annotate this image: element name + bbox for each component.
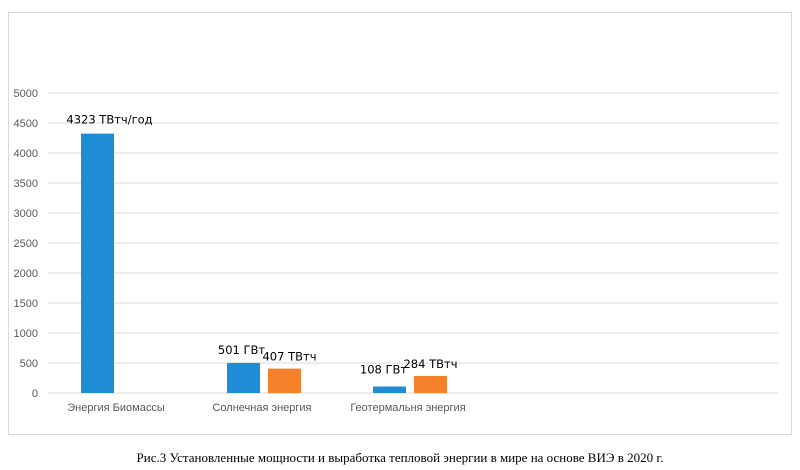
y-tick-label-0: 0	[32, 388, 38, 400]
figure-caption: Рис.3 Установленные мощности и выработка…	[136, 450, 664, 465]
data-label-s1-c1: 4323 ТВтч/год	[66, 113, 152, 127]
y-tick-label-4: 2000	[14, 268, 38, 280]
category-label-2: Солнечная энергия	[212, 402, 311, 414]
data-label-s2-c2: 407 ТВтч	[262, 350, 316, 364]
y-tick-label-2: 1000	[14, 328, 38, 340]
y-tick-label-8: 4000	[14, 148, 38, 160]
chart-frame	[8, 12, 792, 435]
y-tick-label-1: 500	[20, 358, 38, 370]
y-tick-label-3: 1500	[14, 298, 38, 310]
bar-s1-c1	[81, 133, 114, 393]
data-label-s2-c3: 284 ТВтч	[403, 357, 457, 371]
bar-s2-c2	[268, 368, 301, 393]
bar-chart: 0 500 1000 1500 2000 2500 3000 3500 4000 4500 5000…	[14, 88, 778, 414]
y-tick-label-6: 3000	[14, 208, 38, 220]
bar-s1-c2	[227, 362, 260, 393]
y-tick-label-9: 4500	[14, 118, 38, 130]
bar-s1-c3	[373, 386, 406, 393]
bar-s2-c3	[414, 375, 447, 393]
y-tick-label-7: 3500	[14, 178, 38, 190]
category-label-1: Энергия Биомассы	[67, 402, 165, 414]
data-label-s1-c3: 108 ГВт	[360, 363, 408, 377]
y-tick-label-5: 2500	[14, 238, 38, 250]
data-label-s1-c2: 501 ГВт	[218, 343, 266, 357]
y-tick-label-10: 5000	[14, 88, 38, 100]
category-label-3: Геотермальня энергия	[350, 402, 465, 414]
